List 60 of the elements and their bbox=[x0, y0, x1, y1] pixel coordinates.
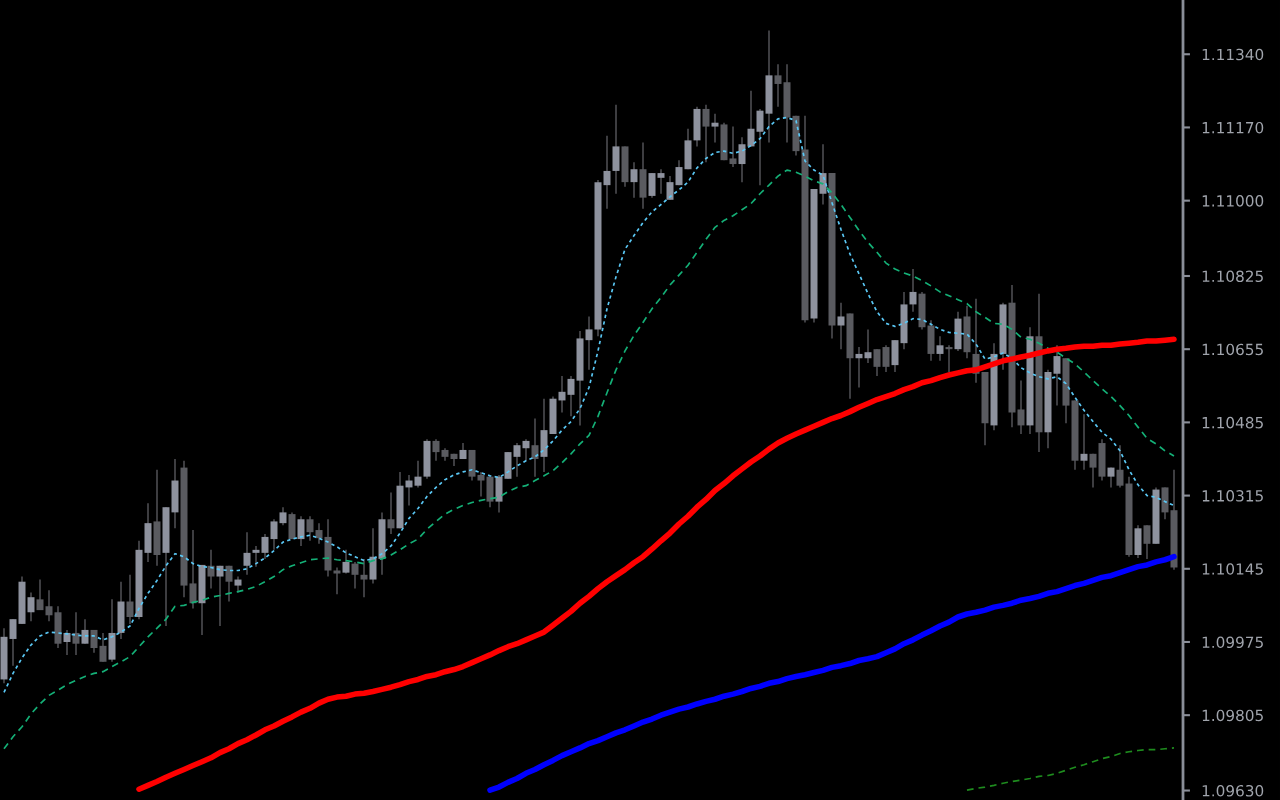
candlestick bbox=[531, 417, 539, 478]
candlestick bbox=[1017, 379, 1025, 435]
candlestick bbox=[189, 529, 197, 610]
candlestick bbox=[252, 545, 260, 568]
y-tick-label: 1.10485 bbox=[1202, 416, 1263, 429]
candlestick bbox=[585, 315, 593, 371]
candlestick bbox=[360, 557, 368, 599]
candlestick bbox=[36, 578, 44, 612]
candlestick bbox=[702, 103, 710, 164]
candlestick bbox=[414, 459, 422, 489]
y-tick-label: 1.10315 bbox=[1202, 490, 1263, 502]
candlestick bbox=[774, 63, 782, 108]
candlestick bbox=[756, 108, 764, 187]
candlestick bbox=[81, 618, 89, 645]
candlestick bbox=[63, 629, 71, 656]
line-series bbox=[966, 747, 1175, 791]
candlestick bbox=[630, 161, 638, 199]
candlestick bbox=[738, 136, 746, 184]
candlestick bbox=[558, 374, 566, 414]
candlestick bbox=[45, 589, 53, 623]
y-tick-label: 1.11170 bbox=[1202, 121, 1264, 134]
candlestick bbox=[1080, 413, 1088, 471]
candlestick bbox=[72, 611, 80, 656]
y-tick-label: 1.09975 bbox=[1202, 636, 1263, 648]
y-tick-label: 1.10825 bbox=[1202, 270, 1263, 283]
line-series bbox=[3, 116, 1175, 694]
y-tick-label: 1.11000 bbox=[1202, 195, 1264, 207]
candlestick bbox=[27, 591, 35, 623]
y-tick-label: 1.09630 bbox=[1202, 784, 1264, 797]
candlestick bbox=[207, 548, 215, 590]
candlestick bbox=[477, 471, 485, 498]
candlestick bbox=[9, 618, 17, 667]
candlestick bbox=[513, 442, 521, 478]
candlestick bbox=[909, 268, 917, 313]
candlestick bbox=[936, 335, 944, 362]
candlestick bbox=[432, 438, 440, 462]
candlestick bbox=[225, 564, 233, 603]
candlestick bbox=[126, 573, 134, 625]
y-tick-label: 1.10145 bbox=[1202, 563, 1263, 575]
candlestick bbox=[99, 632, 107, 663]
candlestick bbox=[243, 531, 251, 576]
candlestick bbox=[342, 548, 350, 575]
candlestick bbox=[297, 515, 305, 547]
line-series bbox=[3, 169, 1175, 750]
candlestick bbox=[279, 506, 287, 527]
candlestick bbox=[333, 566, 341, 596]
candlestick bbox=[216, 564, 224, 627]
candlestick bbox=[819, 143, 827, 206]
candlestick bbox=[837, 301, 845, 351]
candlestick bbox=[603, 134, 611, 210]
y-tick-label: 1.09805 bbox=[1202, 709, 1263, 722]
candlestick bbox=[1053, 344, 1061, 407]
candlestick bbox=[306, 515, 314, 542]
candlestick bbox=[387, 491, 395, 535]
candlestick bbox=[873, 348, 881, 377]
y-tick-label: 1.11340 bbox=[1202, 48, 1264, 61]
candlestick bbox=[729, 125, 737, 168]
y-tick-label: 1.10655 bbox=[1202, 343, 1263, 356]
candlestick bbox=[711, 112, 719, 144]
candlestick bbox=[657, 168, 665, 195]
